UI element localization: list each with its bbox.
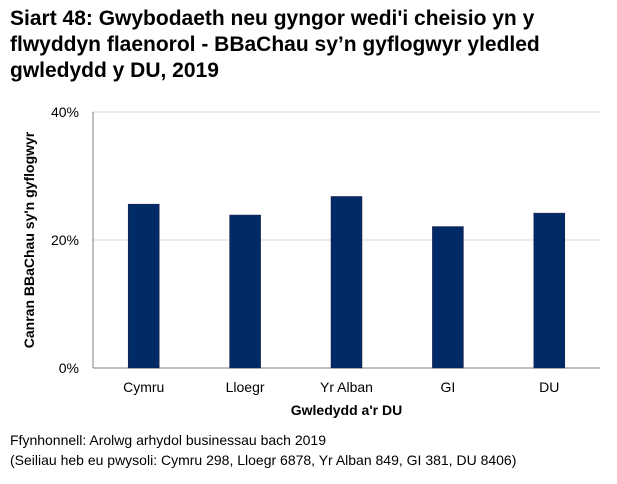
x-axis-title: Gwledydd a'r DU: [291, 402, 402, 418]
y-axis-title: Canran BBaChau sy'n gyflogwyr: [21, 131, 37, 348]
y-tick-label: 0%: [59, 360, 79, 376]
y-tick-label: 20%: [51, 232, 79, 248]
bar-gi: [432, 226, 464, 369]
x-tick-label: Cymru: [123, 379, 164, 395]
chart-title: Siart 48: Gwybodaeth neu gyngor wedi'i c…: [10, 7, 540, 82]
bar-yr-alban: [330, 196, 363, 369]
bar-cymru: [127, 203, 160, 369]
x-tick-label: GI: [441, 379, 456, 395]
x-tick-label: Lloegr: [226, 379, 265, 395]
bar-lloegr: [229, 214, 261, 369]
bases-note: (Seiliau heb eu pwysoli: Cymru 298, Lloe…: [10, 452, 517, 468]
x-tick-label: Yr Alban: [320, 379, 373, 395]
x-tick-label: DU: [539, 379, 559, 395]
source-note: Ffynhonnell: Arolwg arhydol businessau b…: [10, 432, 326, 448]
y-tick-label: 40%: [51, 104, 79, 120]
bar-du: [533, 212, 566, 369]
